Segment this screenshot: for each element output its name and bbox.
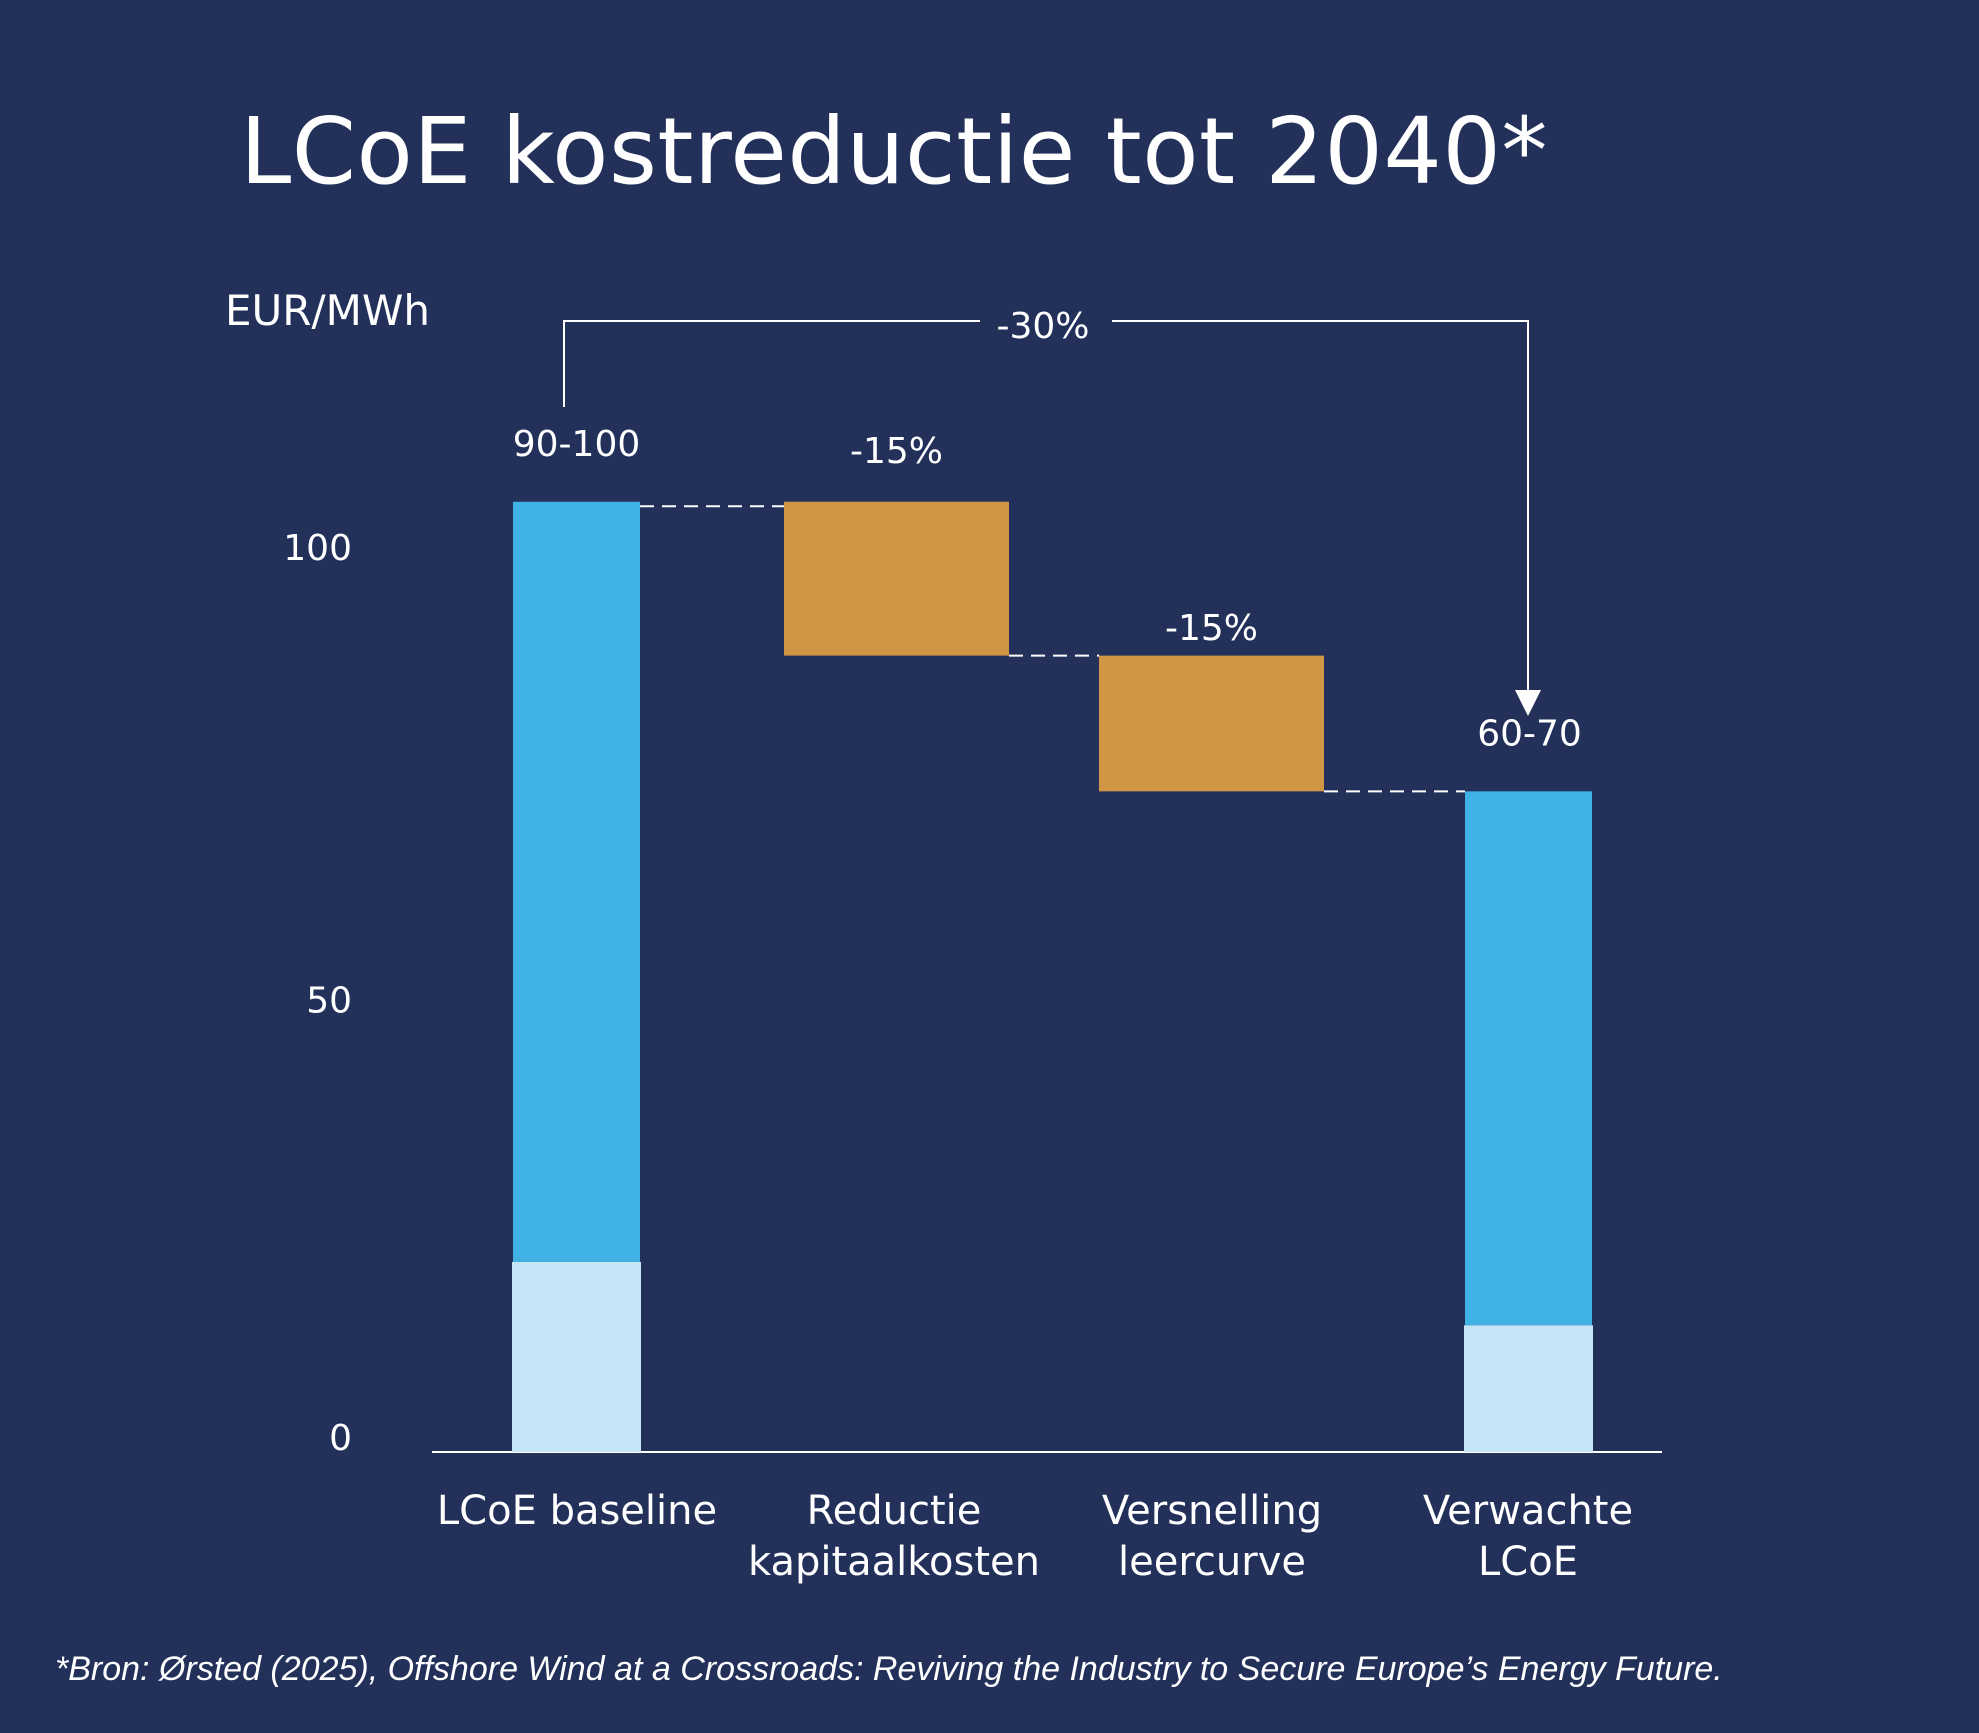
category-label-3-line2: LCoE: [1478, 1539, 1578, 1585]
category-label-0-line1: LCoE baseline: [437, 1488, 717, 1534]
category-label-1-line2: kapitaalkosten: [748, 1539, 1040, 1585]
y-tick-label-0: 0: [329, 1418, 352, 1459]
category-label-2-line1: Versnelling: [1102, 1488, 1322, 1534]
category-label-2-line2: leercurve: [1118, 1539, 1306, 1585]
bar-1-reduction: [784, 501, 1009, 656]
y-tick-label-50: 50: [306, 981, 352, 1022]
bracket-arrowhead: [1515, 690, 1541, 716]
y-tick-label-100: 100: [283, 528, 352, 569]
bar-2-value-label: -15%: [1165, 608, 1258, 649]
source-footnote: *Bron: Ørsted (2025), Offshore Wind at a…: [55, 1650, 1723, 1688]
y-axis-label: EUR/MWh: [225, 286, 430, 335]
bar-1-value-label: -15%: [850, 431, 943, 472]
overall-change-label: -30%: [996, 306, 1089, 347]
category-label-1-line1: Reductie: [807, 1488, 982, 1534]
category-label-3-line1: Verwachte: [1423, 1488, 1633, 1534]
bar-0-upper: [513, 501, 640, 1262]
bar-3-value-label: 60-70: [1477, 713, 1582, 754]
bar-3-upper: [1465, 791, 1592, 1326]
bar-3-lower: [1464, 1325, 1593, 1452]
bracket-left: [563, 320, 980, 407]
chart-title: LCoE kostreductie tot 2040*: [240, 98, 1548, 205]
bar-2-reduction: [1099, 655, 1324, 792]
bar-0-lower: [512, 1261, 641, 1452]
bracket-right: [1112, 320, 1529, 690]
bar-0-value-label: 90-100: [513, 424, 641, 465]
